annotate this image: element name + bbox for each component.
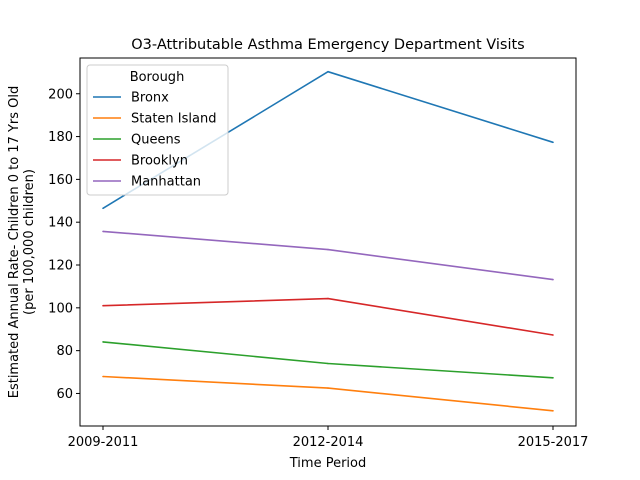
data-point-bronx <box>102 207 104 210</box>
data-point-staten-island <box>552 410 554 412</box>
legend: Borough Bronx Staten Island Queens Brooklyn… <box>86 64 229 196</box>
data-point-manhattan <box>552 278 554 281</box>
data-point-bronx <box>552 141 554 144</box>
y-tick-label: 100 <box>48 301 73 316</box>
legend-box <box>86 64 229 196</box>
data-point-manhattan <box>102 230 104 233</box>
y-tick-label: 120 <box>48 259 73 274</box>
x-tick-label: 2012-2014 <box>293 435 364 450</box>
data-point-queens <box>102 341 104 343</box>
y-tick-label: 200 <box>48 87 73 102</box>
y-axis-label: Estimated Annual Rate- Children 0 to 17 … <box>7 86 37 399</box>
legend-title: Borough <box>130 70 185 85</box>
y-axis-label-line-1: Estimated Annual Rate- Children 0 to 17 … <box>7 86 22 399</box>
data-point-brooklyn <box>327 297 329 300</box>
y-tick-label: 60 <box>56 387 73 402</box>
data-point-brooklyn <box>102 304 104 307</box>
data-point-queens <box>552 377 554 379</box>
data-point-staten-island <box>327 387 329 389</box>
x-tick-label: 2015-2017 <box>518 435 589 450</box>
legend-label-manhattan: Manhattan <box>131 175 201 190</box>
x-axis: 2009-2011 2012-2014 2015-2017 <box>68 426 589 450</box>
chart-title: O3-Attributable Asthma Emergency Departm… <box>131 37 524 53</box>
data-point-bronx <box>327 70 329 73</box>
legend-label-bronx: Bronx <box>131 91 169 106</box>
y-tick-label: 140 <box>48 216 73 231</box>
data-point-queens <box>327 362 329 365</box>
legend-items: Bronx Staten Island Queens Brooklyn Manhatta… <box>93 91 216 190</box>
data-point-manhattan <box>327 248 329 251</box>
x-axis-label: Time Period <box>289 456 366 471</box>
y-tick-label: 80 <box>56 344 73 359</box>
data-point-staten-island <box>102 375 104 378</box>
legend-label-staten-island: Staten Island <box>131 112 216 127</box>
y-tick-label: 180 <box>48 130 73 145</box>
legend-label-queens: Queens <box>131 133 181 148</box>
data-point-brooklyn <box>552 334 554 336</box>
y-axis-label-line-2: (per 100,000 children) <box>22 169 37 315</box>
y-axis: 60 80 100 120 140 160 180 200 <box>48 87 80 402</box>
legend-label-brooklyn: Brooklyn <box>131 154 188 169</box>
y-tick-label: 160 <box>48 173 73 188</box>
x-tick-label: 2009-2011 <box>68 435 139 450</box>
